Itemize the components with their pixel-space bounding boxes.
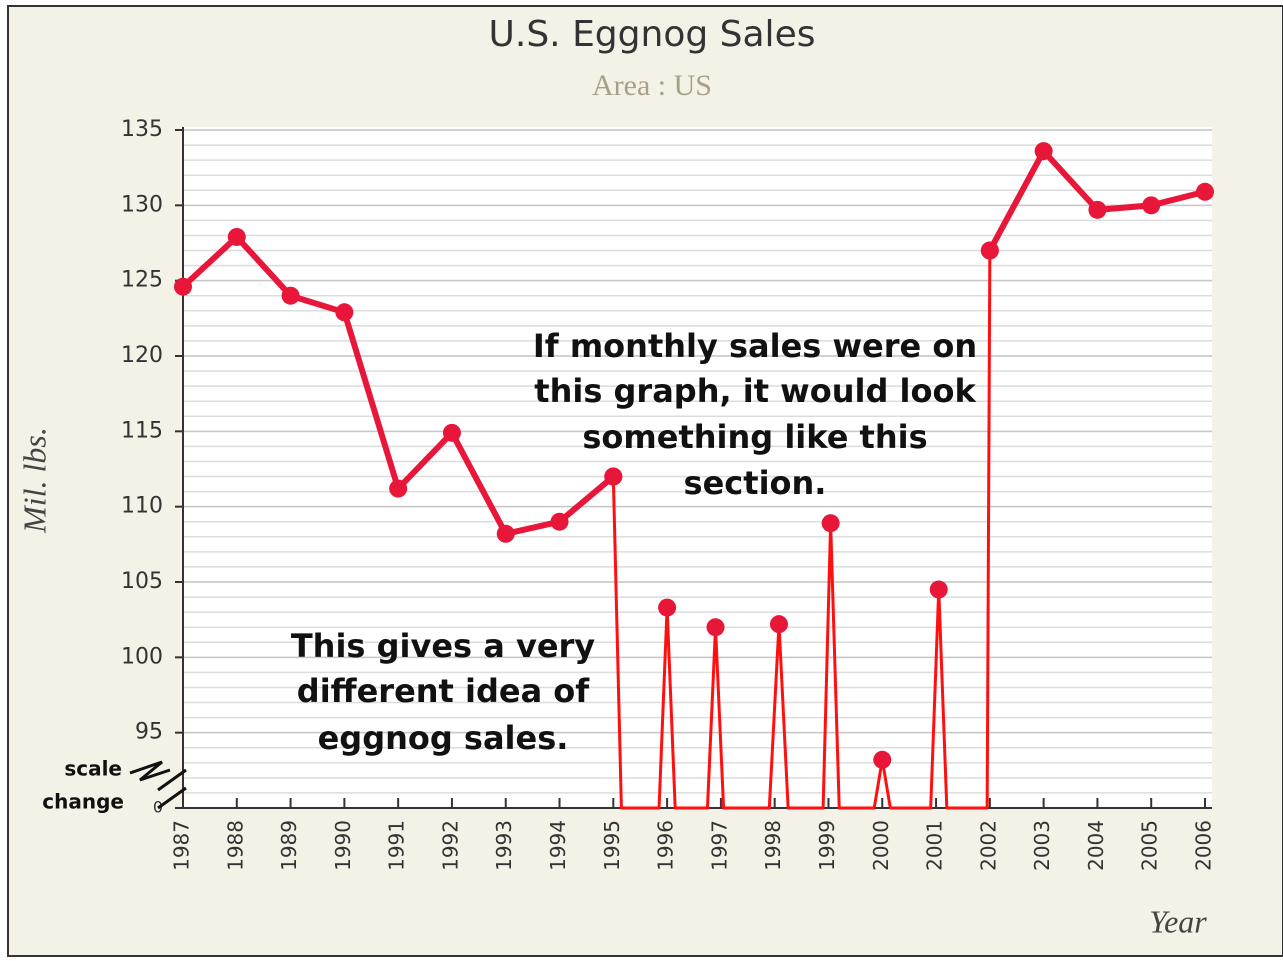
x-tick-label: 2006	[1192, 820, 1216, 871]
data-point	[821, 514, 840, 533]
x-tick-label: 1999	[815, 820, 839, 871]
y-tick-label: 130	[121, 192, 163, 217]
y-tick-label: 125	[121, 268, 163, 293]
y-tick-label: 95	[135, 720, 163, 745]
x-tick-label: 1996	[654, 820, 678, 871]
x-axis-label: Year	[1149, 903, 1207, 939]
data-point	[604, 467, 623, 486]
x-tick-label: 1989	[277, 820, 301, 871]
annotation: section.	[684, 464, 827, 502]
x-tick-label: 1994	[546, 820, 570, 871]
annotation: If monthly sales were on	[533, 327, 977, 365]
y-tick-label: 120	[121, 343, 163, 368]
annotation: This gives a very	[291, 627, 595, 665]
x-tick-label: 1992	[438, 820, 462, 871]
x-tick-label: 2002	[976, 820, 1000, 871]
data-point	[281, 286, 300, 305]
annotation: something like this	[582, 418, 927, 456]
y-tick-label: 100	[121, 644, 163, 669]
plot-area	[183, 127, 1212, 808]
y-tick-label: 110	[121, 494, 163, 519]
annotation: this graph, it would look	[534, 372, 976, 410]
data-point	[873, 750, 892, 769]
data-point	[1034, 142, 1053, 161]
y-tick-label: 135	[121, 117, 163, 142]
data-point	[550, 512, 569, 531]
data-point	[929, 580, 948, 599]
data-point	[980, 241, 999, 260]
x-tick-label: 1988	[223, 820, 247, 871]
x-tick-label: 2003	[1030, 820, 1054, 871]
x-tick-label: 1987	[170, 820, 194, 871]
data-point	[1196, 182, 1214, 201]
data-point	[389, 479, 408, 498]
scale-change-label: scale	[64, 757, 122, 781]
y-tick-label: 115	[121, 418, 163, 443]
data-point	[769, 615, 788, 634]
x-tick-label: 1997	[707, 820, 731, 871]
axis-break-mark	[129, 760, 187, 810]
data-point	[1088, 200, 1107, 219]
y-tick-label: 105	[121, 569, 163, 594]
annotation: different idea of	[297, 672, 591, 710]
x-tick-label: 1998	[761, 820, 785, 871]
series-line	[611, 250, 992, 810]
data-point	[442, 423, 461, 442]
data-point	[335, 303, 354, 322]
chart-title: U.S. Eggnog Sales	[489, 14, 816, 55]
data-point	[174, 277, 192, 296]
x-tick-label: 2001	[923, 820, 947, 871]
x-tick-label: 2004	[1084, 820, 1108, 871]
data-point	[1142, 196, 1161, 215]
x-tick-label: 2000	[869, 820, 893, 871]
annotation: eggnog sales.	[318, 719, 569, 757]
y-axis-label: Mil. lbs.	[16, 427, 52, 534]
x-tick-label: 2005	[1138, 820, 1162, 871]
data-point	[496, 524, 515, 543]
x-tick-label: 1993	[492, 820, 516, 871]
data-point	[658, 598, 677, 617]
scale-change-label: change	[42, 790, 124, 814]
x-tick-label: 1995	[600, 820, 624, 871]
chart-subtitle: Area : US	[592, 69, 712, 102]
x-tick-label: 1990	[331, 820, 355, 871]
x-tick-label: 1991	[385, 820, 409, 871]
data-point	[706, 618, 725, 637]
data-point	[227, 227, 246, 246]
